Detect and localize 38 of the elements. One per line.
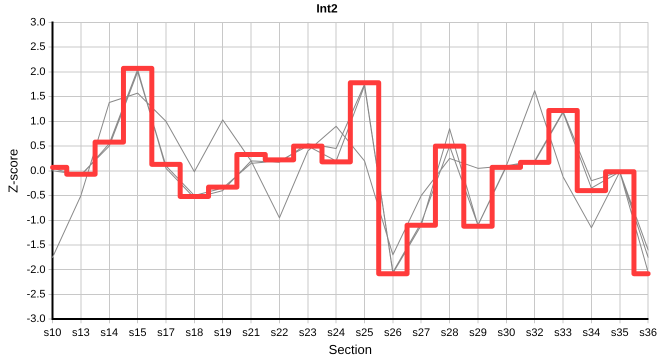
y-tick-label: 2.5 bbox=[30, 41, 46, 54]
x-tick-label: s28 bbox=[440, 326, 458, 339]
x-tick-label: s33 bbox=[554, 326, 572, 339]
x-tick-label: s29 bbox=[469, 326, 487, 339]
x-tick-label: s23 bbox=[298, 326, 317, 339]
y-tick-label: -0.5 bbox=[26, 190, 46, 202]
y-tick-label: -2.5 bbox=[26, 288, 46, 300]
y-axis-title: Z-score bbox=[5, 148, 20, 193]
y-tick-label: 1.0 bbox=[30, 115, 46, 128]
x-tick-label: s15 bbox=[128, 326, 147, 339]
x-tick-label: s18 bbox=[185, 326, 204, 339]
x-tick-label: s30 bbox=[497, 326, 516, 339]
x-tick-label: s34 bbox=[582, 326, 600, 339]
y-tick-label: -2.0 bbox=[26, 264, 46, 276]
x-tick-label: s19 bbox=[214, 326, 232, 339]
x-tick-label: s13 bbox=[72, 326, 90, 339]
y-tick-label: 0.5 bbox=[30, 140, 46, 152]
x-tick-label: s27 bbox=[412, 326, 430, 339]
x-tick-label: s14 bbox=[100, 326, 118, 339]
x-tick-label: s24 bbox=[327, 326, 346, 339]
chart-title: Int2 bbox=[316, 2, 338, 16]
y-tick-label: -3.0 bbox=[26, 313, 46, 326]
y-tick-label: 3.0 bbox=[30, 16, 46, 28]
x-tick-label: s10 bbox=[44, 326, 62, 339]
x-tick-label: s25 bbox=[356, 326, 374, 339]
x-tick-label: s22 bbox=[270, 326, 288, 339]
x-tick-label: s17 bbox=[157, 326, 175, 339]
x-tick-label: s36 bbox=[639, 326, 658, 339]
y-tick-label: 1.5 bbox=[30, 90, 46, 103]
x-axis-title: Section bbox=[328, 342, 372, 357]
y-tick-label: -1.0 bbox=[26, 214, 46, 226]
y-tick-label: 2.0 bbox=[30, 66, 46, 78]
x-tick-label: s26 bbox=[384, 326, 402, 339]
y-tick-label: 0.0 bbox=[30, 164, 46, 177]
y-tick-label: -1.5 bbox=[26, 239, 46, 252]
x-tick-label: s35 bbox=[610, 326, 629, 339]
x-tick-label: s21 bbox=[242, 326, 260, 339]
x-tick-label: s32 bbox=[526, 326, 544, 339]
